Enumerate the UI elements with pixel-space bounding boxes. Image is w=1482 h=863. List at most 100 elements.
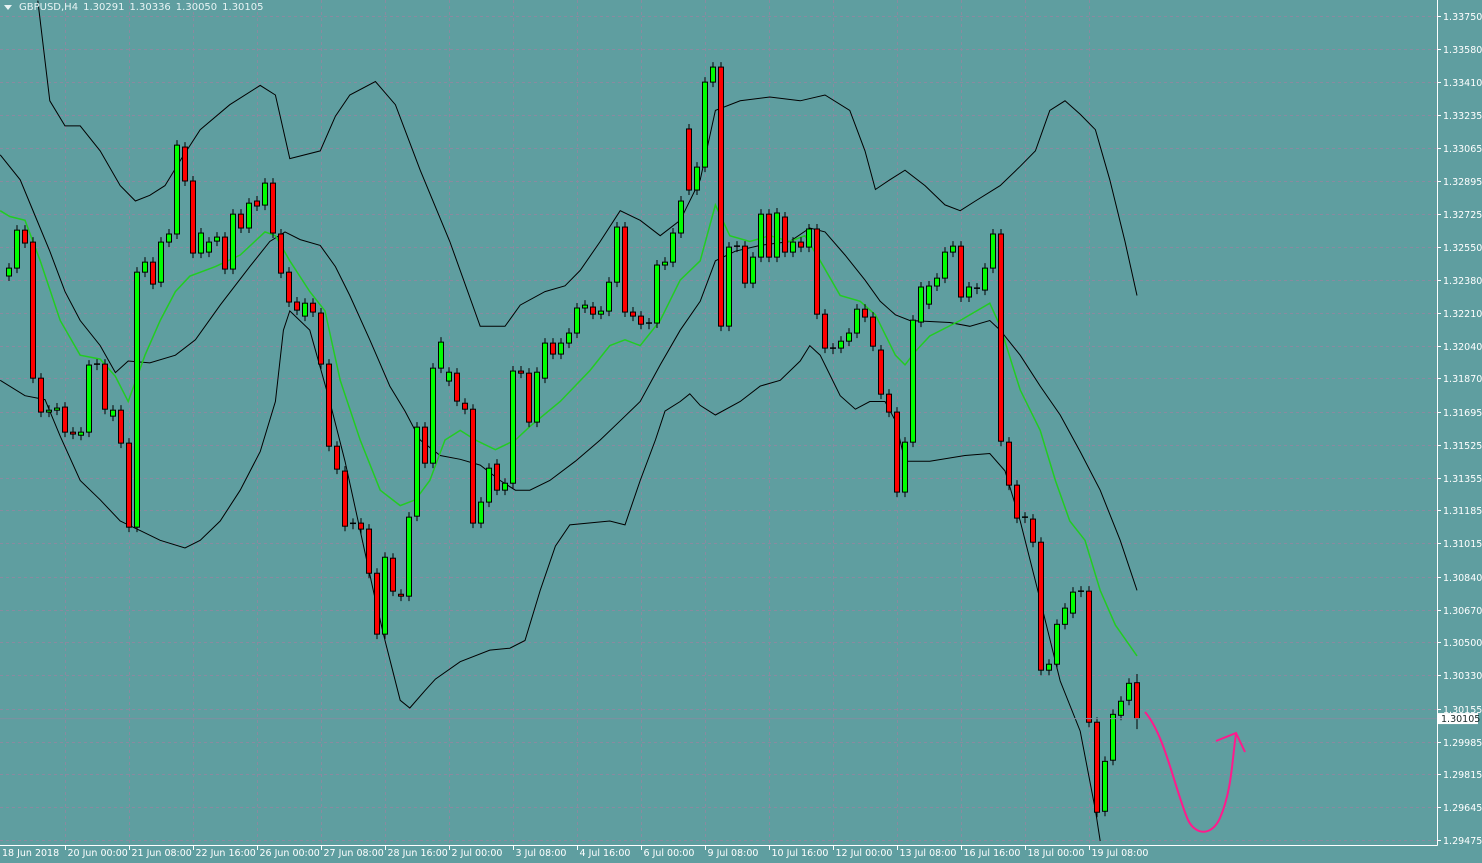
candle	[1070, 587, 1076, 619]
time-tick-label: 26 Jun 00:00	[260, 848, 320, 859]
candle-body-bull	[598, 310, 604, 315]
candle	[1126, 678, 1132, 706]
candle	[806, 223, 812, 253]
candle	[934, 273, 940, 292]
price-tick-label: 1.30670	[1443, 606, 1482, 617]
price-tick-label: 1.31015	[1443, 539, 1482, 550]
candle-body-bull	[166, 233, 172, 243]
candle	[774, 207, 780, 263]
candle-body-bull	[262, 182, 268, 206]
candle-body-bear	[374, 572, 380, 635]
candle-body-bear	[1038, 541, 1044, 671]
candle-body-bear	[62, 406, 68, 433]
candle-body-bull	[654, 264, 660, 324]
candle	[870, 312, 876, 352]
candle	[390, 553, 396, 597]
candle-body-bull	[246, 202, 252, 229]
candle	[598, 306, 604, 320]
price-tick-label: 1.32550	[1443, 243, 1482, 254]
candle-body-bear	[30, 241, 36, 379]
candle-body-bull	[982, 267, 988, 291]
candle	[174, 140, 180, 239]
candle-body-bear	[494, 463, 500, 491]
price-tick-label: 1.33580	[1443, 45, 1482, 56]
candle	[830, 343, 836, 355]
candle-body-bear	[310, 302, 316, 313]
price-tick-label: 1.30330	[1443, 671, 1482, 682]
candle	[1006, 437, 1012, 491]
candle	[86, 360, 92, 438]
candle	[558, 338, 564, 360]
candle	[694, 162, 700, 196]
candle	[286, 267, 292, 308]
candle-body-bull	[6, 267, 12, 277]
candle-body-bear	[366, 528, 372, 574]
candle-body-bear	[766, 213, 772, 258]
candle-body-bull	[806, 228, 812, 248]
candle-body-bear	[102, 363, 108, 410]
current-price-text: 1.30105	[1441, 714, 1480, 725]
candle	[366, 524, 372, 579]
candle	[782, 212, 788, 258]
candle-body-bull	[406, 516, 412, 597]
candle-body-bull	[14, 229, 20, 269]
candle-body-bull	[1118, 700, 1124, 716]
candle	[102, 359, 108, 415]
candle-body-bear	[390, 557, 396, 592]
candle	[822, 309, 828, 354]
candle-body-bear	[1030, 518, 1036, 543]
candle	[278, 228, 284, 279]
candle	[70, 427, 76, 440]
price-tick-label: 1.33750	[1443, 12, 1482, 23]
time-axis[interactable]: 18 Jun 2018 20 Jun 00:00 21 Jun 08:00 22 Ju…	[2, 845, 1148, 859]
candle	[230, 209, 236, 275]
candle	[654, 260, 660, 329]
candle-body-bear	[870, 316, 876, 347]
candle	[198, 228, 204, 259]
candle	[270, 178, 276, 239]
candle	[734, 241, 740, 253]
candle-body-bear	[334, 445, 340, 470]
candle-body-bear	[822, 313, 828, 349]
candle	[758, 209, 764, 263]
time-tick-label: 22 Jun 16:00	[196, 848, 256, 859]
price-tick-label: 1.30155	[1443, 705, 1482, 716]
candle-body-bull	[902, 441, 908, 493]
candle-body-bear	[238, 213, 244, 229]
candle	[494, 459, 500, 496]
price-axis[interactable]: 1.33750 1.33580 1.33410 1.33235 1.33065 1.328…	[1437, 12, 1482, 847]
candle-body-bull	[774, 212, 780, 258]
time-tick-label: 27 Jun 08:00	[324, 848, 384, 859]
candle	[966, 282, 972, 303]
candle-body-bull	[382, 556, 388, 635]
candle-body-bull	[942, 251, 948, 279]
candle	[54, 403, 60, 416]
candle-body-bear	[518, 370, 524, 374]
drawn-arrow-head[interactable]	[1215, 731, 1246, 753]
candle	[1078, 586, 1084, 598]
price-tick-label: 1.31355	[1443, 474, 1482, 485]
candle-body-bull	[750, 256, 756, 284]
candle-body-bear	[998, 233, 1004, 442]
drawn-arrow-annotation[interactable]	[1144, 711, 1237, 833]
candle	[326, 359, 332, 452]
triangle-down-icon[interactable]	[4, 5, 12, 10]
candle	[838, 336, 844, 354]
candle	[958, 241, 964, 303]
candle-body-bear	[286, 271, 292, 303]
candle	[14, 225, 20, 274]
candle-body-bear	[22, 229, 28, 244]
time-tick-label: 3 Jul 08:00	[516, 848, 567, 859]
candle-body-bull	[1126, 682, 1132, 701]
candle-body-bull	[430, 367, 436, 464]
price-tick-label: 1.32040	[1443, 342, 1482, 353]
candle-body-bear	[294, 301, 300, 311]
candle	[374, 568, 380, 640]
ohlc-close: 1.30105	[222, 2, 264, 13]
candle-body-bear	[742, 245, 748, 284]
candle-body-bear	[118, 409, 124, 444]
candle-body-bull	[710, 66, 716, 83]
candle	[502, 478, 508, 496]
